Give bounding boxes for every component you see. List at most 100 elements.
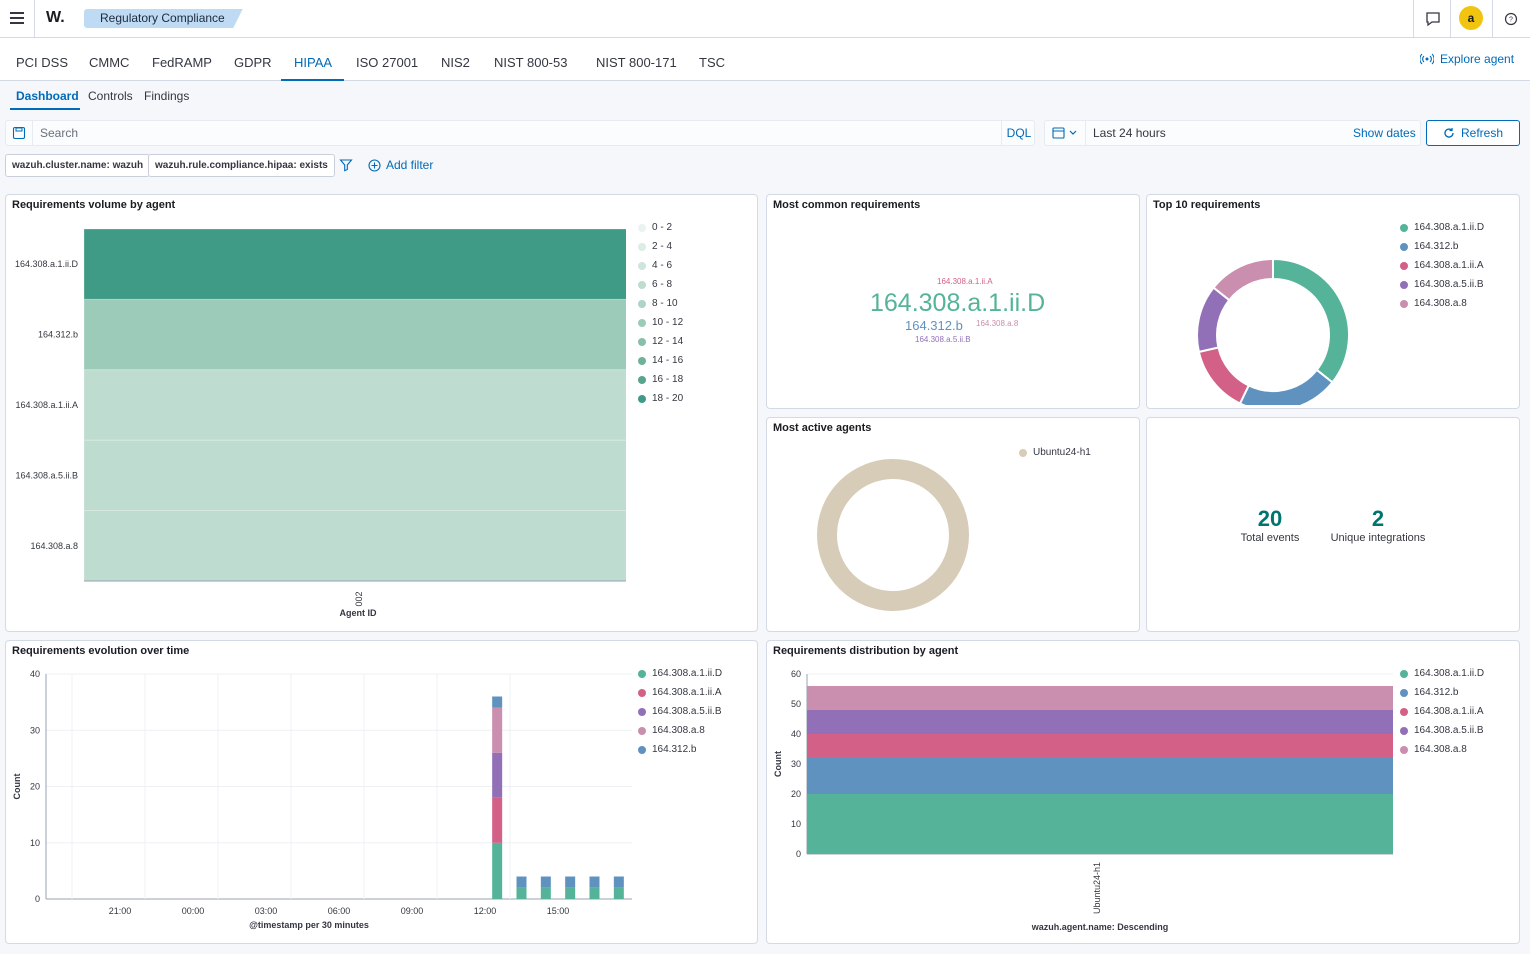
divider <box>32 121 33 145</box>
tab-dashboard[interactable]: Dashboard <box>16 89 79 103</box>
explore-agent-button[interactable]: Explore agent <box>1420 52 1514 66</box>
filter-icon[interactable] <box>339 158 353 172</box>
add-filter-button[interactable]: Add filter <box>368 158 433 172</box>
filter-pill-cluster[interactable]: wazuh.cluster.name: wazuh <box>5 154 151 177</box>
legend-label: 164.312.b <box>1414 241 1459 252</box>
show-dates-link[interactable]: Show dates <box>1353 126 1416 140</box>
explore-agent-label: Explore agent <box>1440 52 1515 66</box>
panel-title: Top 10 requirements <box>1153 199 1261 211</box>
legend-swatch <box>638 242 646 251</box>
y-tick-label: 164.308.a.1.ii.A <box>15 400 78 410</box>
legend-item[interactable]: 16 - 18 <box>638 370 683 389</box>
legend-label: 164.312.b <box>652 744 697 755</box>
bar-segment <box>492 696 503 708</box>
query-language-button[interactable]: DQL <box>1001 121 1036 145</box>
donut-slice <box>1238 368 1334 405</box>
cloud-word[interactable]: 164.308.a.1.ii.D <box>870 289 1046 317</box>
breadcrumb[interactable]: Regulatory Compliance <box>84 9 243 28</box>
cloud-word[interactable]: 164.308.a.5.ii.B <box>915 335 971 344</box>
legend-label: 164.308.a.8 <box>652 725 705 736</box>
legend-item[interactable]: 164.312.b <box>638 740 722 759</box>
legend-swatch <box>638 318 646 327</box>
legend-item[interactable]: 18 - 20 <box>638 389 683 408</box>
help-icon[interactable]: ? <box>1502 10 1520 28</box>
legend-item[interactable]: Ubuntu24-h1 <box>1019 443 1091 462</box>
legend-item[interactable]: 6 - 8 <box>638 275 683 294</box>
tab-controls[interactable]: Controls <box>88 89 133 103</box>
legend-item[interactable]: 164.308.a.5.ii.B <box>1400 275 1484 294</box>
legend-item[interactable]: 164.308.a.1.ii.D <box>1400 664 1484 683</box>
chat-icon[interactable] <box>1424 10 1442 28</box>
legend-item[interactable]: 0 - 2 <box>638 218 683 237</box>
legend-item[interactable]: 164.312.b <box>1400 683 1484 702</box>
app-logo[interactable]: W. <box>46 9 65 26</box>
compliance-tabs: PCI DSS CMMC FedRAMP GDPR HIPAA ISO 2700… <box>0 38 1530 81</box>
tab-gdpr[interactable]: GDPR <box>234 55 272 70</box>
tab-cmmc[interactable]: CMMC <box>89 55 130 70</box>
legend-item[interactable]: 164.308.a.1.ii.A <box>638 683 722 702</box>
evolution-legend: 164.308.a.1.ii.D 164.308.a.1.ii.A 164.30… <box>638 664 722 759</box>
legend-item[interactable]: 10 - 12 <box>638 313 683 332</box>
tab-nist-800-171[interactable]: NIST 800-171 <box>596 55 677 70</box>
legend-item[interactable]: 8 - 10 <box>638 294 683 313</box>
legend-item[interactable]: 164.308.a.8 <box>638 721 722 740</box>
donut-slice <box>1272 257 1350 384</box>
avatar[interactable]: a <box>1459 6 1483 30</box>
legend-swatch <box>1400 707 1408 716</box>
distribution-bar-chart: 0 10 20 30 40 50 60 Count Ubuntu24-h1 wazuh.agent… <box>773 669 1393 932</box>
search-input[interactable]: Search <box>40 126 79 140</box>
x-axis-label: Agent ID <box>340 608 377 618</box>
agents-donut-chart <box>817 459 969 611</box>
bar-segment <box>540 887 551 899</box>
legend-item[interactable]: 164.308.a.1.ii.A <box>1400 702 1484 721</box>
tab-nist-800-53[interactable]: NIST 800-53 <box>494 55 568 70</box>
tab-pci-dss[interactable]: PCI DSS <box>16 55 69 70</box>
y-tick-label: 10 <box>30 838 40 848</box>
x-tick-label: 06:00 <box>328 906 351 916</box>
legend-item[interactable]: 4 - 6 <box>638 256 683 275</box>
saved-query-icon[interactable] <box>12 126 26 140</box>
legend-item[interactable]: 2 - 4 <box>638 237 683 256</box>
bar-segment <box>492 707 503 753</box>
legend-swatch <box>638 261 646 270</box>
broadcast-icon <box>1420 53 1434 65</box>
tab-hipaa[interactable]: HIPAA <box>294 55 333 70</box>
y-tick-label: 40 <box>791 729 801 739</box>
bar-segment <box>613 876 624 888</box>
legend-item[interactable]: 164.308.a.5.ii.B <box>1400 721 1484 740</box>
refresh-button[interactable]: Refresh <box>1426 120 1520 146</box>
legend-label: 14 - 16 <box>652 355 684 366</box>
legend-item[interactable]: 14 - 16 <box>638 351 683 370</box>
legend-item[interactable]: 12 - 14 <box>638 332 683 351</box>
legend-item[interactable]: 164.308.a.1.ii.A <box>1400 256 1484 275</box>
tab-nis2[interactable]: NIS2 <box>441 55 470 70</box>
tab-tsc[interactable]: TSC <box>699 55 725 70</box>
panel-title: Most common requirements <box>773 199 921 211</box>
legend-item[interactable]: 164.312.b <box>1400 237 1484 256</box>
cloud-word[interactable]: 164.308.a.8 <box>976 319 1019 328</box>
legend-label: 12 - 14 <box>652 336 684 347</box>
legend-item[interactable]: 164.308.a.8 <box>1400 294 1484 313</box>
legend-label: 164.308.a.1.ii.A <box>1414 706 1484 717</box>
cloud-word[interactable]: 164.312.b <box>905 318 963 333</box>
cloud-word[interactable]: 164.308.a.1.ii.A <box>937 277 993 286</box>
legend-item[interactable]: 164.308.a.8 <box>1400 740 1484 759</box>
heatmap-cell <box>83 228 626 300</box>
panel-title: Most active agents <box>773 422 872 434</box>
dashboard-subtabs: Dashboard Controls Findings <box>0 81 1530 115</box>
tab-iso-27001[interactable]: ISO 27001 <box>356 55 419 70</box>
menu-icon[interactable] <box>10 12 24 24</box>
legend-swatch <box>638 707 646 716</box>
tab-findings[interactable]: Findings <box>144 89 190 103</box>
legend-swatch <box>638 688 646 697</box>
filter-pill-hipaa[interactable]: wazuh.rule.compliance.hipaa: exists <box>148 154 335 177</box>
legend-item[interactable]: 164.308.a.1.ii.D <box>638 664 722 683</box>
legend-item[interactable]: 164.308.a.1.ii.D <box>1400 218 1484 237</box>
legend-item[interactable]: 164.308.a.5.ii.B <box>638 702 722 721</box>
calendar-icon[interactable] <box>1052 126 1078 140</box>
tab-fedramp[interactable]: FedRAMP <box>152 55 212 70</box>
x-tick-label: 12:00 <box>474 906 497 916</box>
active-subtab-indicator <box>10 108 80 110</box>
time-range-value[interactable]: Last 24 hours <box>1093 126 1166 140</box>
legend-label: 0 - 2 <box>652 222 673 233</box>
